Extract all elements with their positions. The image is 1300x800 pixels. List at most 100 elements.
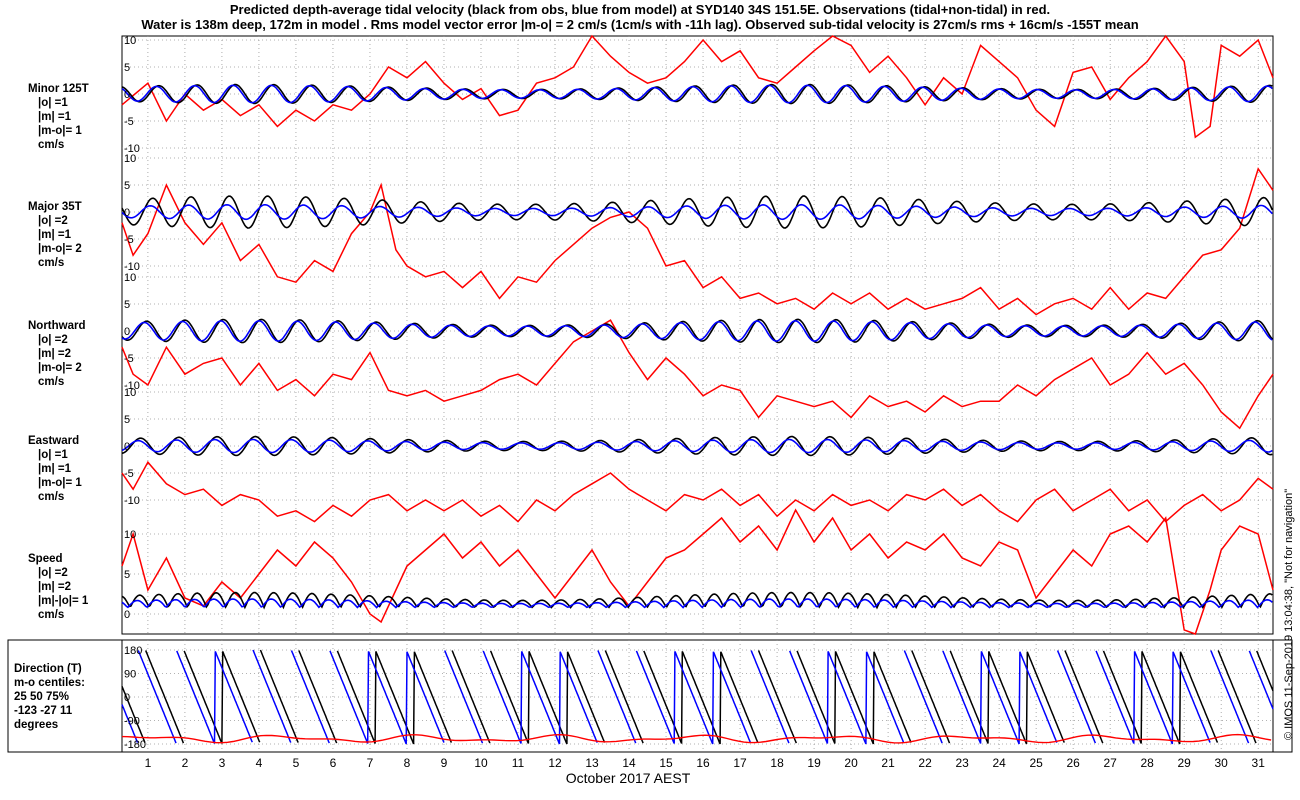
panel-labels: 10 5 0 -5 -10 Minor 125T |o| =1 |m| =1 |m-o|= 1 c… [14,35,146,751]
panel-label: cm/s [38,609,64,621]
observations-series [121,34,1274,139]
panel-label: cm/s [38,139,64,151]
panel-label: |m| =1 [38,111,72,123]
y-tick-label: 0 [124,207,130,219]
x-tick-label: 23 [955,756,969,770]
model-tidal-series [121,84,1273,104]
panel-label: |m-o|= 1 [38,125,82,137]
gridlines [122,36,1273,752]
y-tick-label: -10 [124,261,140,273]
panel-label: cm/s [38,376,64,388]
chart-title: Predicted depth-average tidal velocity (… [141,2,1138,32]
panel-label: |m-o|= 1 [38,477,82,489]
x-tick-label: 25 [1029,756,1043,770]
y-tick-label: -10 [124,380,140,392]
x-tick-label: 31 [1252,756,1266,770]
x-tick-label: 5 [293,756,300,770]
series-lines [121,34,1274,745]
y-tick-label: 10 [124,529,136,541]
x-tick-label: 14 [622,756,636,770]
panel-label: |m-o|= 2 [38,243,82,255]
x-tick-label: 17 [733,756,747,770]
panel-label: cm/s [38,257,64,269]
panel-label: |o| =2 [38,215,68,227]
obs-tidal-series [121,83,1273,105]
panel-label: Eastward [28,435,79,447]
x-tick-label: 13 [585,756,599,770]
x-tick-label: 30 [1215,756,1229,770]
x-tick-label: 8 [404,756,411,770]
x-tick-label: 24 [992,756,1006,770]
panel-label: |o| =2 [38,334,68,346]
x-tick-label: 12 [548,756,562,770]
x-tick-label: 18 [770,756,784,770]
direction-label: -123 -27 11 [14,705,73,717]
observations-series [121,319,1274,430]
x-tick-label: 29 [1177,756,1191,770]
panel-label: |o| =1 [38,97,68,109]
panel-label: Northward [28,320,86,332]
x-axis-label: October 2017 AEST [566,770,691,786]
x-tick-label: 15 [659,756,673,770]
x-tick-label: 28 [1140,756,1154,770]
y-tick-label: 10 [124,387,136,399]
panel-label: |m|-|o|= 1 [38,595,89,607]
observations-series [121,508,1274,635]
direction-series [121,649,1274,745]
x-tick-label: 20 [844,756,858,770]
panel-label: |o| =2 [38,567,68,579]
direction-label: Direction (T) [14,663,82,675]
title-line-2: Water is 138m deep, 172m in model . Rms … [141,17,1138,32]
observed-direction-series [121,733,1272,744]
direction-label: m-o centiles: [14,677,85,689]
model-tidal-series [121,319,1273,343]
y-tick-label: -10 [124,143,140,155]
y-tick-label: 5 [124,414,130,426]
y-tick-label: 10 [124,272,136,284]
panel-label: |m-o|= 2 [38,362,82,374]
y-tick-label: 5 [124,62,130,74]
direction-series [121,649,1274,745]
y-tick-label: 0 [124,441,130,453]
observations-series [121,460,1274,523]
x-tick-label: 7 [367,756,374,770]
x-tick-label: 3 [219,756,226,770]
x-axis: October 2017 AEST 1 2 3 4 5 6 7 8 9 10 11 12 13 14 15 1… [145,756,1266,786]
x-tick-label: 10 [474,756,488,770]
observations-series [121,167,1274,316]
title-line-1: Predicted depth-average tidal velocity (… [230,2,1050,17]
x-tick-label: 6 [330,756,337,770]
x-tick-label: 19 [807,756,821,770]
direction-y-tick: 0 [124,692,130,704]
direction-y-tick: 90 [124,669,136,681]
direction-y-tick: -90 [124,716,140,728]
panel-label: |m| =2 [38,581,71,593]
x-tick-label: 11 [512,756,525,770]
x-tick-label: 2 [182,756,189,770]
x-tick-label: 9 [441,756,448,770]
x-tick-label: 27 [1103,756,1117,770]
model-tidal-series [121,438,1273,454]
x-tick-label: 22 [918,756,932,770]
x-tick-label: 4 [256,756,263,770]
panel-label: |o| =1 [38,449,68,461]
y-tick-label: -5 [124,234,134,246]
direction-label: degrees [14,719,58,731]
y-tick-label: -10 [124,495,140,507]
obs-tidal-series [121,195,1274,229]
direction-y-tick: 180 [124,645,142,657]
direction-label: 25 50 75% [14,691,69,703]
y-tick-label: 5 [124,180,130,192]
y-tick-label: 0 [124,609,130,621]
x-tick-label: 16 [696,756,710,770]
x-tick-label: 21 [881,756,895,770]
model-tidal-series [121,203,1273,221]
panel-label: |m| =1 [38,463,72,475]
y-tick-label: -5 [124,353,134,365]
panel-label: |m| =1 [38,229,72,241]
y-tick-label: -5 [124,116,134,128]
y-tick-label: -5 [124,468,134,480]
panel-label: |m| =2 [38,348,71,360]
y-tick-label: 0 [124,326,130,338]
